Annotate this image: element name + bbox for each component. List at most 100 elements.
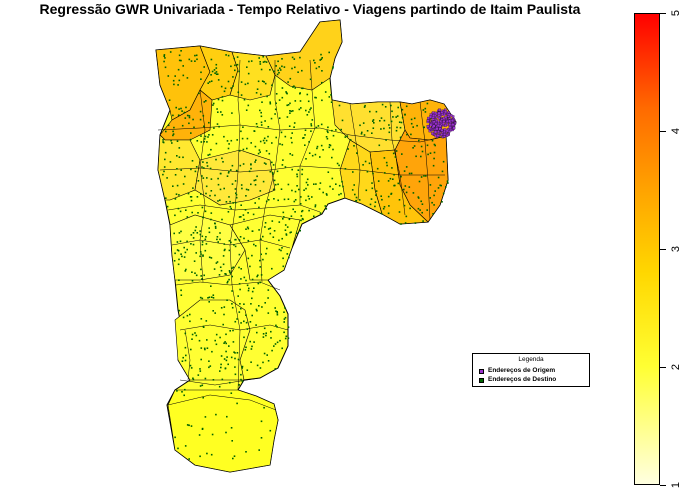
destination-point — [299, 100, 302, 102]
destination-point — [275, 65, 277, 67]
destination-point — [439, 184, 441, 187]
destination-point — [180, 107, 182, 110]
destination-point — [336, 162, 339, 165]
destination-point — [177, 249, 180, 252]
destination-point — [224, 273, 226, 275]
destination-point — [221, 99, 224, 102]
destination-point — [267, 289, 270, 291]
destination-point — [301, 209, 304, 212]
destination-point — [185, 209, 187, 211]
destination-point — [189, 196, 192, 198]
destination-point — [232, 202, 234, 204]
origin-point — [437, 130, 440, 133]
destination-point — [220, 363, 222, 366]
destination-point — [227, 147, 230, 150]
destination-point — [204, 135, 207, 138]
destination-point — [240, 322, 242, 324]
destination-point — [328, 51, 330, 54]
destination-point — [304, 134, 306, 136]
destination-point — [200, 275, 202, 277]
destination-point — [202, 326, 205, 328]
destination-point — [228, 278, 230, 281]
destination-point — [210, 178, 213, 180]
destination-point — [187, 192, 190, 195]
destination-point — [324, 205, 327, 207]
destination-point — [247, 82, 249, 85]
destination-point — [246, 328, 249, 330]
destination-point — [331, 129, 333, 132]
destination-point — [201, 235, 204, 238]
destination-point — [285, 234, 288, 236]
destination-point — [362, 122, 365, 124]
destination-point — [228, 170, 230, 173]
destination-point — [314, 204, 317, 206]
destination-point — [316, 147, 318, 150]
destination-point — [396, 115, 399, 117]
destination-point — [277, 69, 279, 72]
destination-point — [263, 81, 265, 83]
destination-point — [164, 151, 167, 154]
destination-point — [262, 139, 265, 142]
destination-point — [434, 190, 436, 192]
destination-point — [243, 98, 246, 101]
destination-point — [174, 252, 176, 255]
destination-point — [327, 131, 329, 134]
destination-point — [190, 168, 192, 171]
destination-point — [206, 161, 208, 164]
destination-point — [206, 141, 208, 143]
destination-point — [245, 451, 247, 453]
destination-point — [311, 154, 314, 157]
destination-point — [231, 164, 234, 167]
destination-point — [199, 110, 202, 113]
destination-point — [359, 124, 361, 127]
destination-point — [212, 294, 215, 296]
destination-point — [271, 142, 273, 144]
destination-point — [229, 271, 231, 273]
destination-point — [177, 114, 180, 116]
origin-point — [436, 123, 440, 127]
destination-point — [271, 84, 273, 87]
destination-point — [232, 341, 235, 343]
destination-point — [180, 289, 182, 292]
destination-point — [236, 63, 239, 66]
destination-point — [230, 392, 233, 394]
destination-point — [239, 236, 242, 238]
destination-point — [296, 175, 299, 178]
destination-point — [204, 377, 207, 380]
destination-point — [198, 92, 200, 95]
destination-point — [215, 67, 218, 69]
destination-point — [215, 71, 218, 73]
destination-point — [291, 67, 293, 70]
destination-point — [270, 117, 273, 120]
destination-point — [199, 255, 201, 258]
destination-point — [182, 183, 185, 185]
destination-point — [182, 65, 184, 67]
origin-point — [443, 133, 446, 136]
destination-point — [191, 211, 193, 214]
destination-point — [284, 337, 287, 340]
destination-point — [238, 253, 241, 256]
destination-point — [387, 195, 390, 198]
destination-point — [256, 88, 259, 90]
destination-point — [188, 116, 191, 119]
legend-label-destination: Endereços de Destino — [488, 376, 557, 383]
destination-point — [263, 352, 266, 355]
destination-point — [274, 113, 276, 115]
destination-point — [265, 139, 268, 142]
destination-point — [228, 345, 230, 347]
destination-point — [326, 130, 329, 132]
destination-point — [202, 396, 204, 399]
destination-point — [230, 139, 233, 142]
destination-point — [208, 360, 210, 362]
destination-point — [330, 94, 332, 96]
destination-point — [273, 345, 275, 347]
destination-point — [250, 167, 252, 170]
destination-point — [165, 197, 167, 199]
destination-point — [366, 130, 369, 132]
destination-point — [238, 266, 240, 269]
destination-point — [371, 187, 374, 190]
origin-point — [442, 120, 446, 123]
destination-point — [296, 173, 298, 176]
destination-point — [298, 108, 301, 111]
destination-point — [405, 166, 408, 168]
